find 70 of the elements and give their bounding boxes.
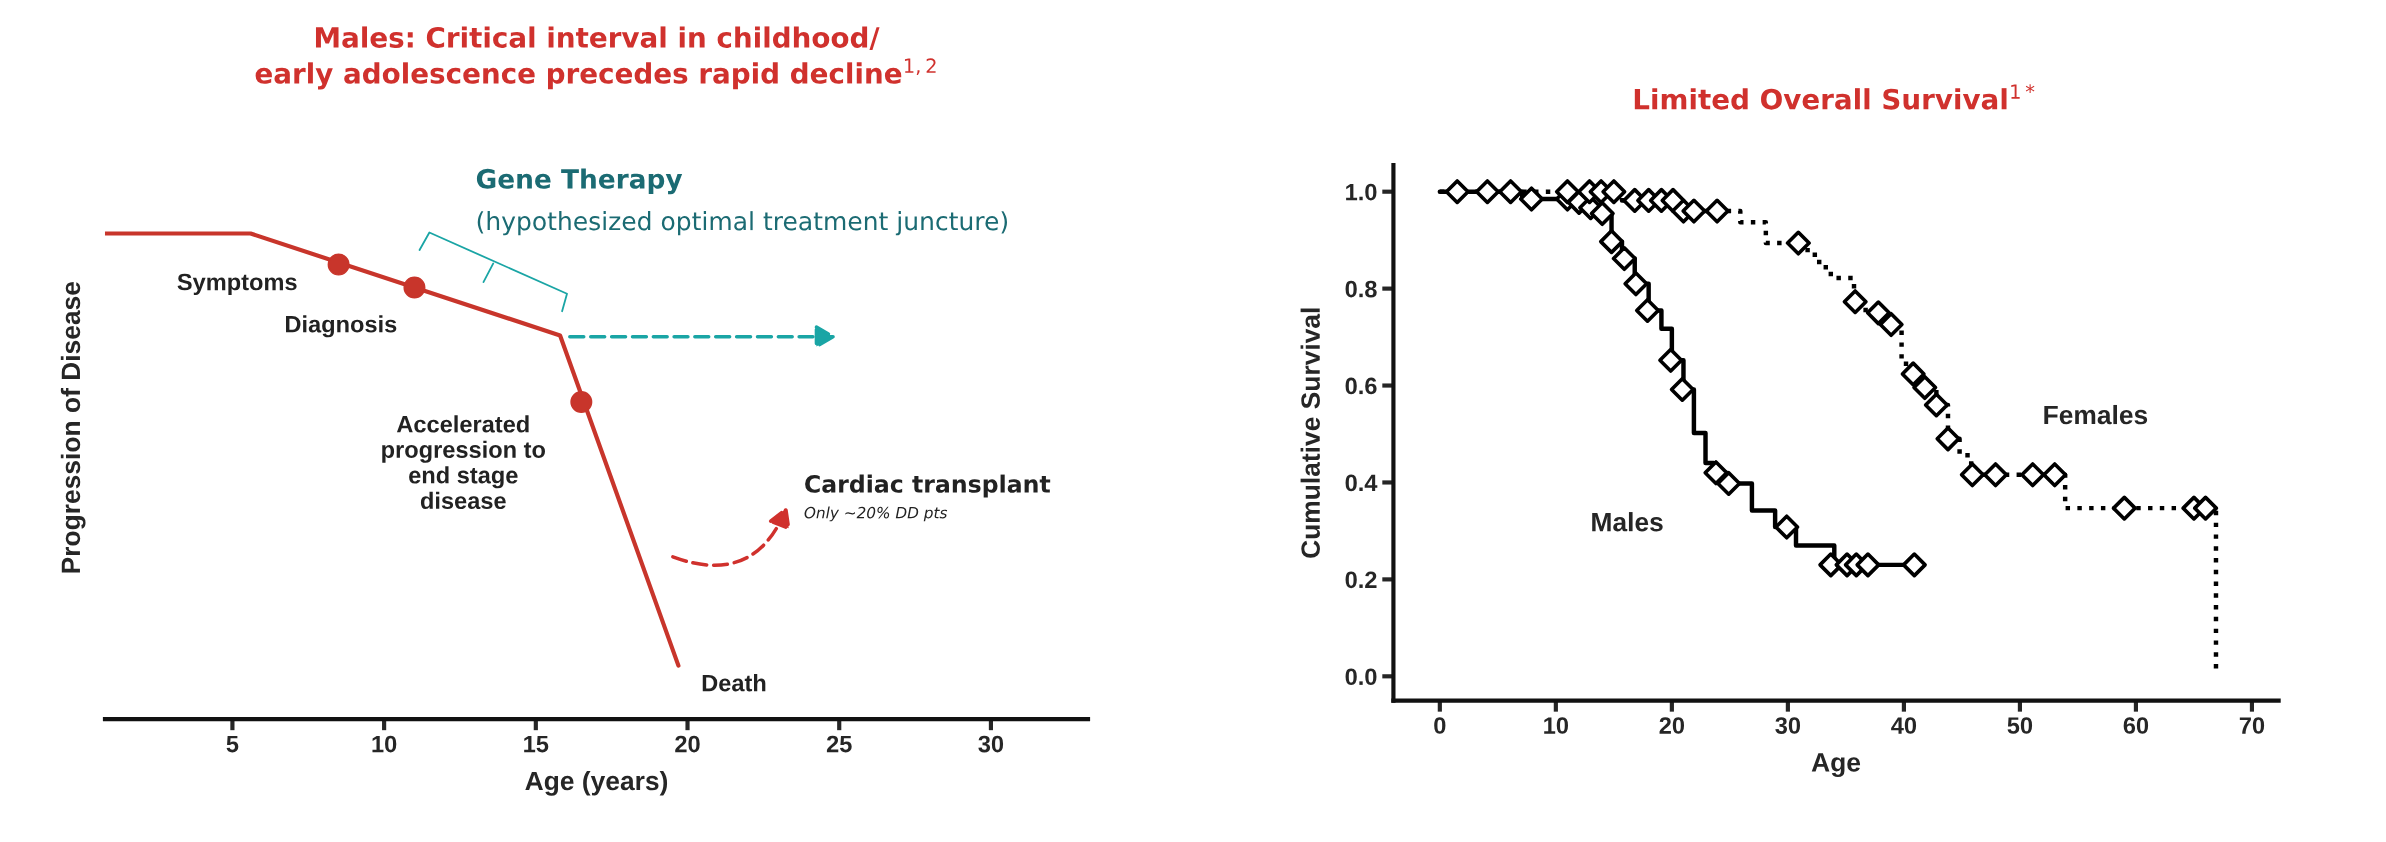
chart-title: Limited Overall Survival$^{1*}$ — [1634, 84, 2035, 110]
y-tick-label: 0.0 — [1345, 668, 1377, 686]
point — [1658, 347, 1684, 373]
point — [1669, 376, 1695, 402]
annotation: Symptoms — [177, 273, 297, 296]
point — [1634, 297, 1661, 323]
y-tick-label: 0.2 — [1345, 571, 1377, 589]
annotation: Cardiac transplant — [805, 474, 1051, 498]
y-tick-label: 0.6 — [1345, 377, 1377, 395]
x-tick-label: 10 — [372, 735, 397, 753]
y-axis-title: Cumulative Survival — [1300, 308, 1320, 558]
x-tick-label: 60 — [2123, 717, 2149, 734]
y-axis-title: Progression of Disease — [60, 281, 86, 573]
point — [1901, 552, 1927, 578]
point — [1498, 179, 1524, 205]
point — [1611, 246, 1637, 272]
x-tick-label: 40 — [1891, 717, 1917, 734]
point — [1444, 179, 1470, 205]
y-tick-label: 1.0 — [1346, 183, 1377, 201]
point — [1865, 300, 1891, 326]
point — [1623, 271, 1649, 297]
x-tick-label: 20 — [675, 735, 700, 753]
annotation: (hypothesized optimal treatment juncture) — [477, 211, 1008, 236]
x-axis-title: Age (years) — [525, 770, 668, 796]
point — [1959, 462, 1985, 488]
point — [2020, 462, 2046, 488]
point — [2192, 495, 2219, 521]
point — [1923, 392, 1949, 418]
point — [1598, 229, 1625, 255]
point — [1774, 514, 1800, 540]
point — [2111, 495, 2137, 521]
annotation: Death — [702, 674, 766, 692]
x-tick-label: 30 — [1775, 717, 1801, 734]
annotation: Diagnosis — [286, 315, 397, 338]
point — [1900, 361, 1926, 387]
x-axis-title: Age — [1811, 753, 1861, 778]
chart-title: Males: Critical interval in childhood/ early adolescence precedes rapid decline$^{1,2}$ — [255, 26, 936, 90]
x-tick-label: 25 — [826, 735, 852, 753]
text: Gene Therapy — [476, 168, 683, 195]
point — [1703, 460, 1729, 486]
x-tick-label: 70 — [2239, 717, 2265, 734]
point — [1785, 230, 1811, 256]
y-tick-label: 0.8 — [1345, 280, 1377, 298]
text: Males — [1592, 512, 1663, 532]
annotation: Only ~20% DD pts — [804, 506, 948, 522]
x-tick-label: 10 — [1544, 717, 1569, 734]
point — [1878, 311, 1904, 338]
point — [1681, 198, 1707, 224]
x-tick-label: 5 — [226, 735, 239, 753]
point — [1601, 179, 1627, 205]
point — [1935, 426, 1961, 452]
point — [1554, 179, 1581, 205]
x-tick-label: 30 — [978, 735, 1004, 753]
series-label: Females — [2044, 404, 2148, 425]
point — [1855, 552, 1881, 578]
point — [1982, 462, 2009, 488]
point — [1704, 198, 1730, 224]
annotation: Accelerated progression to end stage disease — [382, 415, 545, 510]
point — [1589, 200, 1615, 227]
point — [2042, 462, 2068, 488]
x-tick-label: 0 — [1434, 717, 1446, 734]
point — [1716, 470, 1742, 496]
point — [1474, 179, 1500, 205]
x-tick-label: 50 — [2007, 717, 2033, 734]
point — [1912, 374, 1938, 401]
x-tick-label: 15 — [524, 735, 549, 753]
y-tick-label: 0.4 — [1345, 474, 1378, 492]
x-tick-label: 20 — [1659, 717, 1685, 734]
point — [1842, 289, 1868, 315]
point — [1518, 186, 1545, 212]
